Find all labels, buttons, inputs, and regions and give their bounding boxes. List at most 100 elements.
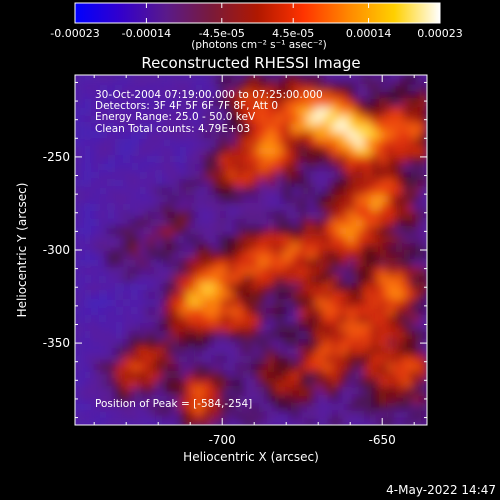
image-pixel xyxy=(83,275,92,284)
image-pixel xyxy=(107,91,116,100)
image-pixel xyxy=(291,355,300,364)
image-pixel xyxy=(283,299,292,308)
image-pixel xyxy=(323,179,332,188)
image-pixel xyxy=(403,203,412,212)
image-pixel xyxy=(115,275,124,284)
image-pixel xyxy=(219,347,228,356)
image-pixel xyxy=(291,211,300,220)
image-pixel xyxy=(235,155,244,164)
image-pixel xyxy=(395,363,404,372)
image-pixel xyxy=(203,347,212,356)
image-pixel xyxy=(123,91,132,100)
image-pixel xyxy=(227,379,236,388)
image-pixel xyxy=(139,363,148,372)
image-pixel xyxy=(395,227,404,236)
image-pixel xyxy=(227,227,236,236)
image-pixel xyxy=(139,91,148,100)
image-pixel xyxy=(379,219,388,228)
image-pixel xyxy=(283,115,292,124)
image-pixel xyxy=(115,371,124,380)
image-pixel xyxy=(147,283,156,292)
image-pixel xyxy=(291,275,300,284)
image-pixel xyxy=(275,339,284,348)
image-pixel xyxy=(323,299,332,308)
image-pixel xyxy=(179,283,188,292)
image-pixel xyxy=(115,75,124,84)
image-pixel xyxy=(155,419,164,425)
image-pixel xyxy=(371,283,380,292)
image-pixel xyxy=(235,83,244,92)
image-pixel xyxy=(251,131,260,140)
image-pixel xyxy=(227,283,236,292)
image-pixel xyxy=(251,291,260,300)
image-pixel xyxy=(259,211,268,220)
image-pixel xyxy=(123,371,132,380)
image-pixel xyxy=(147,323,156,332)
image-pixel xyxy=(419,363,427,372)
image-pixel xyxy=(355,259,364,268)
y-tick-label: -300 xyxy=(43,243,70,257)
image-pixel xyxy=(99,131,108,140)
image-pixel xyxy=(147,339,156,348)
image-pixel xyxy=(363,83,372,92)
image-pixel xyxy=(107,347,116,356)
image-pixel xyxy=(227,147,236,156)
image-pixel xyxy=(203,227,212,236)
image-pixel xyxy=(411,99,420,108)
image-pixel xyxy=(355,75,364,84)
image-pixel xyxy=(99,75,108,84)
image-pixel xyxy=(243,235,252,244)
image-pixel xyxy=(387,123,396,132)
image-pixel xyxy=(355,99,364,108)
image-pixel xyxy=(331,235,340,244)
image-pixel xyxy=(251,123,260,132)
image-pixel xyxy=(379,147,388,156)
image-pixel xyxy=(187,339,196,348)
image-pixel xyxy=(267,243,276,252)
image-pixel xyxy=(83,187,92,196)
image-pixel xyxy=(347,323,356,332)
image-pixel xyxy=(187,99,196,108)
image-pixel xyxy=(419,331,427,340)
image-pixel xyxy=(179,235,188,244)
image-pixel xyxy=(267,91,276,100)
image-pixel xyxy=(307,83,316,92)
image-pixel xyxy=(243,323,252,332)
image-pixel xyxy=(187,259,196,268)
image-pixel xyxy=(99,251,108,260)
image-pixel xyxy=(363,291,372,300)
image-pixel xyxy=(99,387,108,396)
image-pixel xyxy=(219,315,228,324)
image-pixel xyxy=(267,139,276,148)
image-pixel xyxy=(323,363,332,372)
image-pixel xyxy=(403,307,412,316)
image-pixel xyxy=(307,171,316,180)
image-pixel xyxy=(275,379,284,388)
image-pixel xyxy=(403,91,412,100)
image-pixel xyxy=(179,195,188,204)
image-pixel xyxy=(75,275,84,284)
image-pixel xyxy=(371,339,380,348)
image-pixel xyxy=(419,259,427,268)
image-pixel xyxy=(315,187,324,196)
image-pixel xyxy=(203,235,212,244)
image-pixel xyxy=(203,107,212,116)
image-pixel xyxy=(259,187,268,196)
image-pixel xyxy=(355,403,364,412)
image-pixel xyxy=(131,171,140,180)
image-pixel xyxy=(235,291,244,300)
image-pixel xyxy=(171,419,180,425)
image-pixel xyxy=(275,387,284,396)
image-pixel xyxy=(131,99,140,108)
image-pixel xyxy=(227,139,236,148)
image-pixel xyxy=(139,387,148,396)
image-pixel xyxy=(187,379,196,388)
image-pixel xyxy=(411,283,420,292)
image-pixel xyxy=(83,267,92,276)
image-pixel xyxy=(107,259,116,268)
image-pixel xyxy=(267,347,276,356)
image-pixel xyxy=(123,291,132,300)
image-pixel xyxy=(91,419,100,425)
image-pixel xyxy=(315,195,324,204)
image-pixel xyxy=(347,267,356,276)
